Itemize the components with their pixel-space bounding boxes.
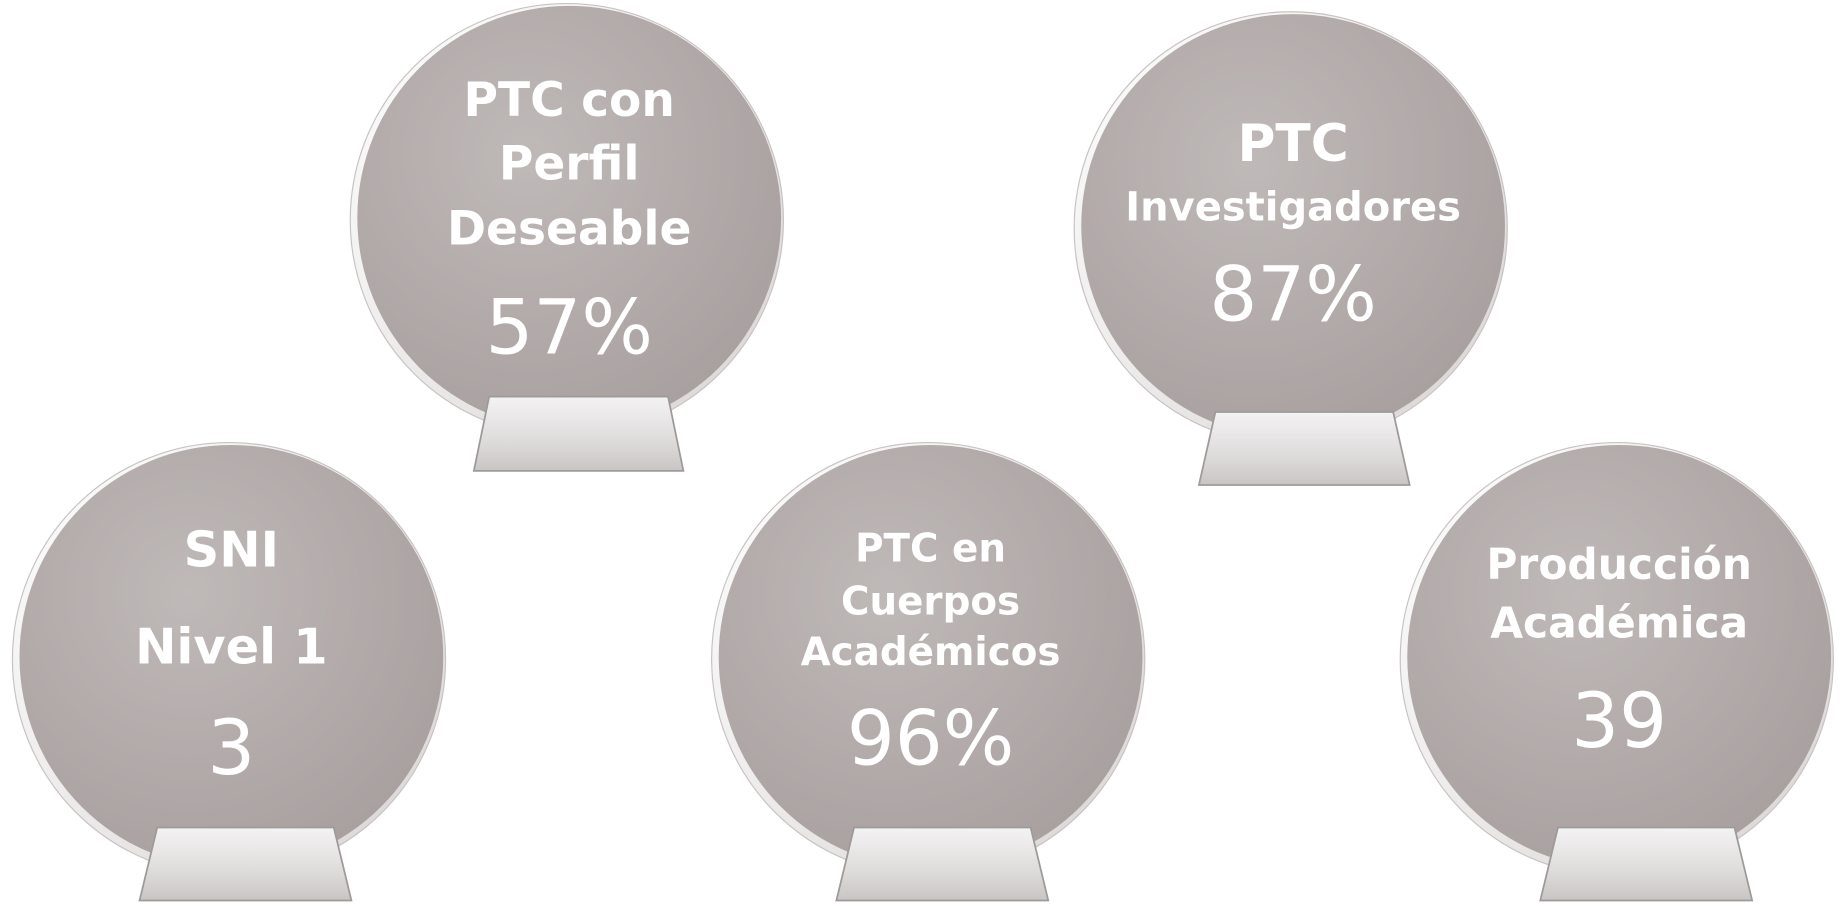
badge-label: Perfil xyxy=(499,137,640,192)
badge: Producción Académica 39 xyxy=(1399,441,1834,902)
badge-disc xyxy=(19,444,444,869)
badge-value: 39 xyxy=(1571,677,1667,765)
badge-value: 96% xyxy=(847,694,1014,782)
badge-disc xyxy=(718,444,1143,869)
badge: PTC Investigadores 87% xyxy=(1073,11,1508,486)
badge-stand xyxy=(1539,826,1754,902)
badge-stand xyxy=(1197,411,1411,486)
badge-label: Académica xyxy=(1490,599,1748,648)
badge-value: 87% xyxy=(1209,251,1376,339)
badge-label: SNI xyxy=(184,521,279,579)
badge-label: PTC con xyxy=(464,73,675,128)
badge: PTC en Cuerpos Académicos 96% xyxy=(711,441,1146,902)
badge-disc xyxy=(1407,444,1832,869)
badge-value: 3 xyxy=(207,704,255,792)
badge: SNI Nivel 1 3 xyxy=(11,441,447,902)
badge-stand xyxy=(138,826,353,902)
badge: PTC con Perfil Deseable 57% xyxy=(349,2,785,472)
badge-stand xyxy=(835,826,1050,902)
badge-disc xyxy=(357,5,782,430)
badge-label: Nivel 1 xyxy=(135,617,328,675)
badge-label: Deseable xyxy=(447,201,691,256)
badge-label: Investigadores xyxy=(1125,185,1461,231)
badge-label: Académicos xyxy=(801,630,1061,675)
badge-label: PTC en xyxy=(855,526,1006,571)
badge-label: Producción xyxy=(1486,540,1752,589)
badge-label: Cuerpos xyxy=(841,579,1020,624)
badge-stand xyxy=(472,395,685,472)
badge-label: PTC xyxy=(1237,114,1348,174)
badge-disc xyxy=(1081,14,1505,438)
badge-value: 57% xyxy=(485,284,652,372)
